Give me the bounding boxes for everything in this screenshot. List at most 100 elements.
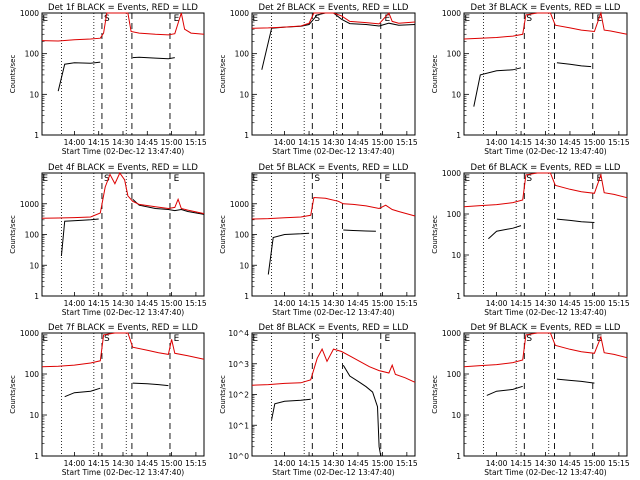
y-tick-label: 1 [34, 292, 39, 301]
y-axis-label: Counts/sec [219, 375, 227, 414]
series-lld [463, 172, 628, 208]
plot-frame [251, 172, 416, 297]
marker-e: E [252, 14, 258, 24]
x-tick-label: 14:00 [274, 459, 296, 468]
marker-s: S [526, 174, 532, 184]
x-tick-label: 15:15 [185, 459, 207, 468]
marker-e: E [384, 174, 390, 184]
panel-title: Det 3f BLACK = Events, RED = LLD [471, 3, 621, 13]
x-tick-label: 15:15 [396, 138, 418, 147]
y-tick-label: 1 [456, 452, 461, 461]
y-axis-label: Counts/sec [9, 375, 17, 414]
y-axis-label: Counts/sec [9, 55, 17, 94]
y-axis-label: Counts/sec [431, 215, 439, 254]
x-axis-label: Start Time (02-Dec-12 13:47:40) [62, 147, 184, 156]
x-tick-label: 14:00 [274, 299, 296, 308]
y-tick-label: 10 [451, 90, 461, 99]
y-tick-label: 1000 [20, 329, 39, 338]
x-axis-label: Start Time (02-Dec-12 13:47:40) [62, 468, 184, 477]
x-tick-label: 15:00 [584, 299, 606, 308]
x-tick-label: 14:00 [486, 299, 508, 308]
x-tick-label: 15:00 [161, 299, 183, 308]
y-tick-label: 1 [244, 131, 249, 140]
plot-frame [41, 12, 205, 136]
y-tick-label: 1000 [442, 9, 461, 18]
x-tick-label: 15:15 [608, 138, 630, 147]
x-tick-label: 14:00 [64, 459, 86, 468]
y-tick-label: 10^4 [228, 329, 249, 338]
x-axis-label: Start Time (02-Dec-12 13:47:40) [484, 147, 606, 156]
y-axis-label: Counts/sec [9, 215, 17, 254]
series-events [60, 198, 205, 257]
x-axis-label: Start Time (02-Dec-12 13:47:40) [484, 308, 606, 317]
y-tick-label: 10^2 [228, 391, 249, 400]
x-tick-label: 15:00 [372, 299, 394, 308]
y-tick-label: 1 [34, 452, 39, 461]
marker-e: E [42, 14, 48, 24]
x-tick-label: 15:15 [185, 299, 207, 308]
x-tick-label: 14:30 [323, 299, 345, 308]
y-tick-label: 10^0 [228, 452, 249, 461]
marker-s: S [104, 174, 110, 184]
x-axis-label: Start Time (02-Dec-12 13:47:40) [272, 308, 394, 317]
x-tick-label: 14:30 [323, 138, 345, 147]
plot-frame [463, 12, 628, 136]
x-tick-label: 14:30 [535, 299, 557, 308]
x-tick-label: 15:00 [161, 138, 183, 147]
x-axis-label: Start Time (02-Dec-12 13:47:40) [272, 147, 394, 156]
marker-e: E [384, 334, 390, 344]
x-tick-label: 14:15 [510, 299, 532, 308]
y-tick-label: 100 [25, 231, 40, 240]
x-axis-label: Start Time (02-Dec-12 13:47:40) [62, 308, 184, 317]
x-tick-label: 14:45 [559, 299, 581, 308]
series-events [271, 364, 382, 457]
x-tick-label: 14:45 [347, 459, 369, 468]
marker-s: S [314, 174, 320, 184]
marker-s: S [526, 14, 532, 24]
x-tick-label: 15:15 [185, 138, 207, 147]
marker-e: E [384, 14, 390, 24]
series-lld [251, 196, 416, 220]
x-tick-label: 14:30 [323, 459, 345, 468]
x-tick-label: 14:30 [535, 459, 557, 468]
y-tick-label: 1000 [20, 9, 39, 18]
marker-s: S [104, 14, 110, 24]
y-axis-label: Counts/sec [431, 55, 439, 94]
y-tick-label: 10 [239, 261, 249, 270]
x-tick-label: 15:15 [608, 459, 630, 468]
series-lld [463, 11, 628, 40]
marker-e: E [252, 174, 258, 184]
x-tick-label: 14:00 [486, 459, 508, 468]
x-tick-label: 14:45 [136, 299, 158, 308]
marker-s: S [104, 334, 110, 344]
x-tick-label: 14:00 [64, 138, 86, 147]
y-axis-label: Counts/sec [431, 375, 439, 414]
x-tick-label: 14:15 [298, 138, 320, 147]
plot-frame [41, 332, 205, 457]
y-tick-label: 1000 [20, 200, 39, 209]
panel-title: Det 9f BLACK = Events, RED = LLD [471, 323, 621, 333]
x-tick-label: 14:15 [88, 138, 110, 147]
series-events [473, 62, 592, 107]
y-tick-label: 100 [235, 50, 250, 59]
y-tick-label: 10 [451, 411, 461, 420]
x-tick-label: 14:30 [112, 138, 134, 147]
series-events [267, 229, 376, 275]
x-axis-label: Start Time (02-Dec-12 13:47:40) [484, 468, 606, 477]
x-tick-label: 15:00 [584, 459, 606, 468]
x-tick-label: 15:00 [161, 459, 183, 468]
y-tick-label: 10^3 [228, 360, 249, 369]
y-axis-label: Counts/sec [219, 55, 227, 94]
marker-e: E [464, 334, 470, 344]
marker-e: E [464, 14, 470, 24]
series-events [486, 378, 595, 396]
y-tick-label: 1 [456, 292, 461, 301]
panel-title: Det 4f BLACK = Events, RED = LLD [48, 163, 198, 173]
y-tick-label: 1 [34, 131, 39, 140]
